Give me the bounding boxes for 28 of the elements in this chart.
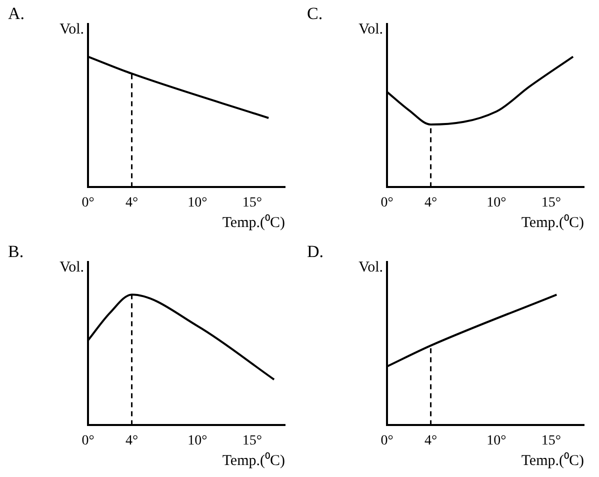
x-tick-label: 15° — [242, 433, 262, 448]
x-tick-label: 0° — [82, 195, 94, 210]
x-tick-label: 10° — [188, 433, 208, 448]
x-tick-label: 0° — [380, 195, 394, 210]
x-tick-label: 10° — [486, 433, 506, 448]
x-axis-title: Temp.(⁰C) — [521, 214, 584, 231]
x-axis-title: Temp.(⁰C) — [521, 452, 584, 469]
x-tick-label: 4° — [424, 195, 438, 210]
x-tick-label: 0° — [380, 433, 394, 448]
x-tick-label: 4° — [424, 433, 438, 448]
x-tick-label: 0° — [82, 433, 94, 448]
x-tick-label: 10° — [188, 195, 208, 210]
x-axis-title: Temp.(⁰C) — [222, 452, 286, 469]
y-axis-title: Vol. — [60, 21, 84, 38]
chart-title: A. — [8, 4, 25, 23]
chart-title: D. — [307, 242, 324, 261]
x-axis-title: Temp.(⁰C) — [222, 214, 286, 231]
x-tick-label: 4° — [125, 433, 138, 448]
y-axis-title: Vol. — [358, 259, 383, 276]
x-tick-label: 4° — [125, 195, 138, 210]
y-axis-title: Vol. — [60, 259, 84, 276]
chart-title: B. — [8, 242, 24, 261]
x-tick-label: 10° — [486, 195, 506, 210]
y-axis-title: Vol. — [358, 21, 383, 38]
x-tick-label: 15° — [242, 195, 262, 210]
x-tick-label: 15° — [541, 195, 561, 210]
chart-title: C. — [307, 4, 323, 23]
x-tick-label: 15° — [541, 433, 561, 448]
